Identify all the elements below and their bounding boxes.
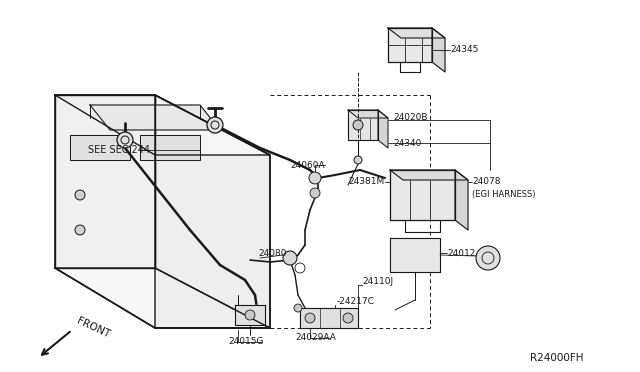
Text: 24080: 24080: [258, 248, 287, 257]
Circle shape: [354, 156, 362, 164]
Text: 24381M: 24381M: [349, 177, 385, 186]
Text: 24345: 24345: [450, 45, 478, 55]
Polygon shape: [55, 95, 155, 268]
Circle shape: [117, 132, 133, 148]
Circle shape: [75, 190, 85, 200]
Circle shape: [309, 172, 321, 184]
Circle shape: [75, 225, 85, 235]
Circle shape: [476, 246, 500, 270]
Polygon shape: [432, 28, 445, 72]
Polygon shape: [90, 105, 220, 130]
Polygon shape: [348, 110, 388, 118]
Polygon shape: [235, 305, 265, 325]
Circle shape: [353, 120, 363, 130]
Polygon shape: [155, 95, 270, 328]
Circle shape: [305, 313, 315, 323]
Text: (EGI HARNESS): (EGI HARNESS): [472, 189, 536, 199]
Text: 24015G: 24015G: [228, 337, 264, 346]
Polygon shape: [388, 28, 445, 38]
Polygon shape: [388, 28, 432, 62]
Polygon shape: [140, 135, 200, 160]
Text: SEE SEC.244: SEE SEC.244: [88, 145, 150, 155]
Polygon shape: [455, 170, 468, 230]
Polygon shape: [378, 110, 388, 148]
Polygon shape: [390, 170, 455, 220]
Text: R24000FH: R24000FH: [530, 353, 584, 363]
Text: 24340: 24340: [393, 138, 421, 148]
Circle shape: [310, 188, 320, 198]
Polygon shape: [55, 268, 270, 328]
Circle shape: [283, 251, 297, 265]
Circle shape: [245, 310, 255, 320]
Circle shape: [343, 313, 353, 323]
Polygon shape: [348, 110, 378, 140]
Text: -24217C: -24217C: [337, 298, 375, 307]
Polygon shape: [390, 170, 468, 180]
Polygon shape: [300, 308, 358, 328]
Text: FRONT: FRONT: [75, 316, 111, 340]
Text: 24110J: 24110J: [362, 278, 393, 286]
Text: 24029AA: 24029AA: [295, 334, 336, 343]
Text: 24060A: 24060A: [290, 160, 324, 170]
Polygon shape: [70, 135, 130, 160]
Text: 24020B: 24020B: [393, 113, 428, 122]
Polygon shape: [390, 238, 440, 272]
Text: 24012: 24012: [447, 248, 476, 257]
Circle shape: [294, 304, 302, 312]
Circle shape: [207, 117, 223, 133]
Polygon shape: [55, 95, 270, 155]
Text: 24078: 24078: [472, 177, 500, 186]
